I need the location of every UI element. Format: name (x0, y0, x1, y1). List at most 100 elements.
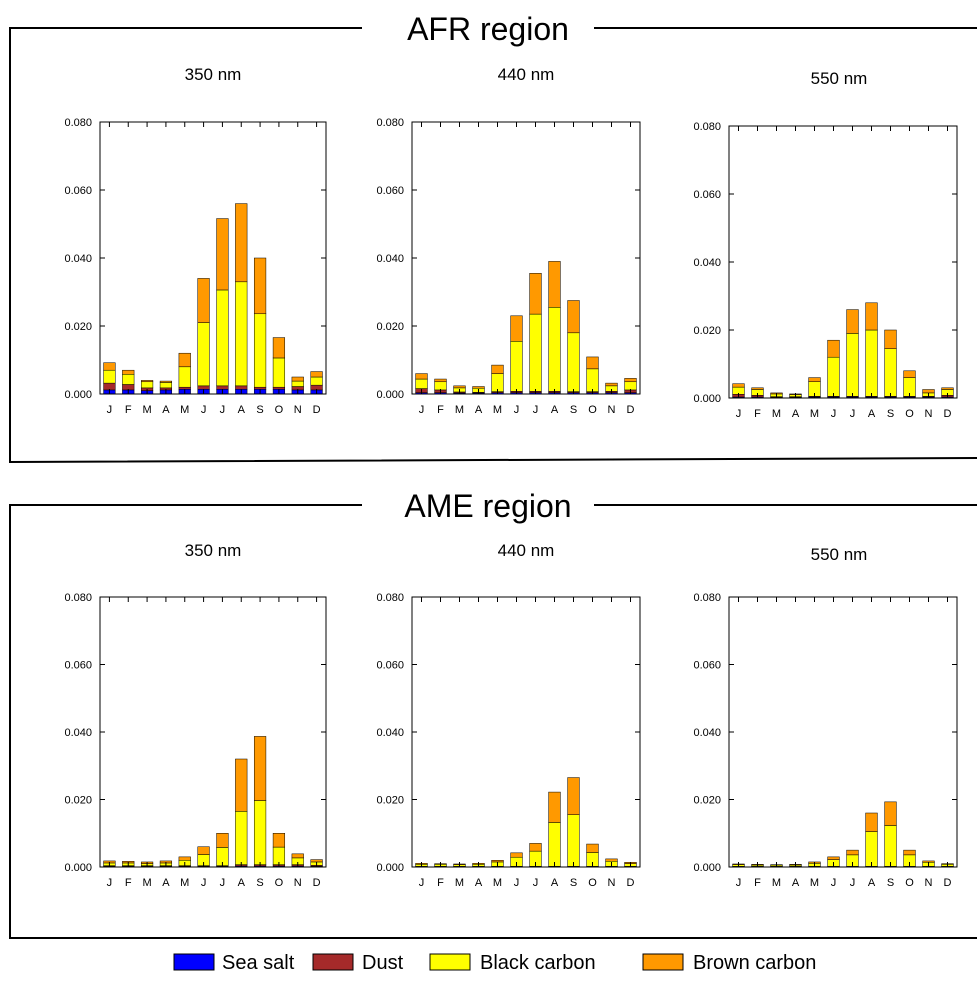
x-tick-label: M (180, 404, 189, 416)
legend-swatch (643, 954, 683, 970)
x-tick-label: S (887, 877, 894, 889)
x-tick-label: A (551, 877, 559, 889)
bar-segment-black-carbon (254, 314, 266, 387)
bar-segment-brown-carbon (885, 330, 897, 349)
y-tick-label: 0.000 (64, 862, 92, 874)
y-tick-label: 0.060 (693, 189, 721, 201)
panel-title: 550 nm (811, 545, 868, 564)
x-tick-label: A (475, 877, 483, 889)
bar-segment-brown-carbon (198, 847, 210, 855)
bar-segment-brown-carbon (885, 802, 897, 826)
bar-segment-dust (198, 386, 210, 389)
y-tick-label: 0.080 (64, 117, 92, 129)
x-tick-label: A (238, 877, 246, 889)
bar-segment-black-carbon (511, 341, 523, 391)
bar-segment-brown-carbon (923, 390, 935, 393)
y-tick-label: 0.040 (376, 253, 404, 265)
y-tick-label: 0.000 (693, 393, 721, 405)
x-tick-label: D (313, 877, 321, 889)
x-tick-label: O (588, 404, 597, 416)
x-tick-label: A (868, 408, 876, 420)
bar-segment-brown-carbon (549, 261, 561, 307)
x-tick-label: F (437, 404, 444, 416)
x-tick-label: M (455, 877, 464, 889)
bar-segment-black-carbon (292, 381, 304, 386)
bar-segment-brown-carbon (254, 736, 266, 800)
plot-frame (729, 126, 957, 398)
x-tick-label: F (437, 877, 444, 889)
y-tick-label: 0.080 (693, 121, 721, 133)
x-tick-label: S (256, 877, 263, 889)
x-tick-label: N (925, 408, 933, 420)
x-tick-label: N (925, 877, 933, 889)
x-tick-label: D (944, 877, 952, 889)
x-tick-label: S (570, 404, 577, 416)
y-tick-label: 0.080 (376, 592, 404, 604)
bar-segment-black-carbon (416, 379, 428, 389)
bar-segment-brown-carbon (217, 833, 229, 847)
legend-swatch (430, 954, 470, 970)
y-tick-label: 0.080 (376, 117, 404, 129)
x-tick-label: J (533, 404, 539, 416)
bar-segment-black-carbon (549, 822, 561, 866)
legend-swatch (174, 954, 214, 970)
x-tick-label: S (570, 877, 577, 889)
x-tick-label: M (142, 877, 151, 889)
bar-segment-black-carbon (235, 282, 247, 386)
bar-segment-brown-carbon (492, 365, 504, 374)
bar-segment-brown-carbon (511, 316, 523, 342)
x-tick-label: A (792, 408, 800, 420)
x-tick-label: J (220, 404, 226, 416)
bar-segment-brown-carbon (311, 372, 323, 377)
x-tick-label: F (754, 408, 761, 420)
x-tick-label: S (256, 404, 263, 416)
x-tick-label: J (107, 404, 113, 416)
bar-segment-brown-carbon (847, 310, 859, 334)
x-tick-label: J (201, 877, 207, 889)
bar-segment-black-carbon (549, 307, 561, 391)
x-tick-label: J (514, 404, 520, 416)
y-tick-label: 0.040 (693, 727, 721, 739)
panel-title: 350 nm (185, 65, 242, 84)
plot-frame (412, 597, 640, 867)
panel-title: 440 nm (498, 541, 555, 560)
y-tick-label: 0.040 (64, 727, 92, 739)
y-tick-label: 0.040 (693, 257, 721, 269)
bar-segment-black-carbon (866, 330, 878, 396)
bar-segment-brown-carbon (235, 759, 247, 811)
y-tick-label: 0.000 (376, 389, 404, 401)
bar-segment-brown-carbon (435, 379, 447, 382)
plot-frame (729, 597, 957, 867)
x-tick-label: M (810, 408, 819, 420)
legend-item-dust: Dust (313, 952, 404, 974)
x-tick-label: N (608, 404, 616, 416)
y-tick-label: 0.020 (376, 795, 404, 807)
x-tick-label: F (125, 404, 132, 416)
bar-segment-brown-carbon (530, 843, 542, 851)
legend-item-black-carbon: Black carbon (430, 952, 596, 974)
bar-segment-brown-carbon (606, 383, 618, 386)
bar-segment-brown-carbon (733, 384, 745, 387)
bar-segment-brown-carbon (828, 857, 840, 860)
bar-segment-brown-carbon (292, 377, 304, 381)
x-tick-label: J (419, 877, 425, 889)
bar-segment-brown-carbon (568, 778, 580, 815)
bar-segment-black-carbon (885, 349, 897, 397)
bar-segment-brown-carbon (847, 850, 859, 855)
bar-segment-black-carbon (217, 290, 229, 386)
bar-segment-black-carbon (122, 374, 134, 384)
bar-segment-dust (273, 387, 285, 389)
x-tick-label: A (238, 404, 246, 416)
bar-segment-brown-carbon (292, 854, 304, 858)
bar-segment-brown-carbon (160, 381, 172, 382)
y-tick-label: 0.060 (64, 185, 92, 197)
bar-segment-dust (254, 387, 266, 389)
x-tick-label: A (868, 877, 876, 889)
bar-segment-dust (104, 383, 116, 390)
bar-segment-brown-carbon (179, 353, 191, 367)
x-tick-label: O (905, 408, 914, 420)
bar-segment-brown-carbon (416, 374, 428, 379)
x-tick-label: M (810, 877, 819, 889)
